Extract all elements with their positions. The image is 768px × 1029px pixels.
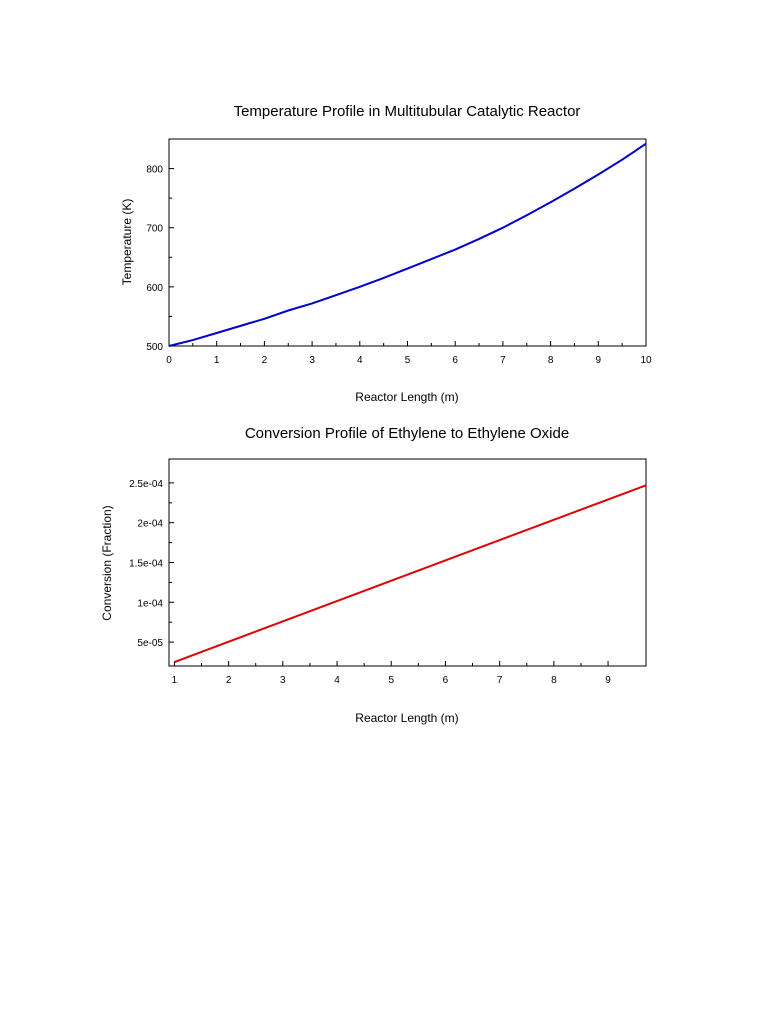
- x-tick-label: 4: [334, 675, 340, 686]
- x-tick-label: 9: [596, 355, 602, 366]
- temperature-chart: Temperature Profile in Multitubular Cata…: [120, 103, 652, 404]
- y-tick-label: 2e-04: [137, 519, 163, 530]
- x-tick-label: 3: [280, 675, 286, 686]
- conversion-series-line: [174, 484, 647, 663]
- x-tick-label: 10: [640, 355, 652, 366]
- plot-frame: [168, 138, 647, 347]
- y-tick-label: 800: [146, 165, 163, 176]
- x-tick-label: 0: [166, 355, 172, 366]
- x-tick-label: 5: [388, 675, 394, 686]
- x-axis-label: Reactor Length (m): [355, 711, 458, 725]
- y-axis-ticks: 500 600 700 800: [146, 165, 174, 353]
- y-tick-label: 1e-04: [137, 598, 163, 609]
- x-tick-label: 7: [497, 675, 503, 686]
- y-tick-label: 2.5e-04: [129, 479, 163, 490]
- y-tick-label: 600: [146, 283, 163, 294]
- x-tick-label: 8: [551, 675, 557, 686]
- x-axis-label: Reactor Length (m): [355, 390, 458, 404]
- x-tick-label: 6: [443, 675, 449, 686]
- temperature-series-line: [168, 142, 647, 347]
- conversion-chart: Conversion Profile of Ethylene to Ethyle…: [100, 425, 647, 725]
- y-axis-ticks: 5e-05 1e-04 1.5e-04 2e-04 2.5e-04: [129, 479, 174, 649]
- x-axis-ticks: 0 1 2 3 4 5 6 7 8 9 10: [166, 341, 652, 366]
- x-tick-label: 2: [226, 675, 232, 686]
- y-axis-label: Temperature (K): [120, 199, 134, 286]
- y-tick-label: 5e-05: [137, 638, 163, 649]
- x-tick-label: 5: [405, 355, 411, 366]
- x-tick-label: 3: [309, 355, 315, 366]
- chart-title: Conversion Profile of Ethylene to Ethyle…: [245, 425, 569, 442]
- y-tick-label: 1.5e-04: [129, 559, 163, 570]
- x-tick-label: 6: [452, 355, 458, 366]
- x-tick-label: 1: [214, 355, 220, 366]
- y-tick-label: 700: [146, 224, 163, 235]
- x-axis-ticks: 1 2 3 4 5 6 7 8 9: [172, 661, 611, 686]
- y-axis-label: Conversion (Fraction): [100, 505, 114, 620]
- y-tick-label: 500: [146, 342, 163, 353]
- chart-title: Temperature Profile in Multitubular Cata…: [234, 103, 581, 120]
- x-tick-label: 7: [500, 355, 506, 366]
- plot-frame: [168, 458, 647, 667]
- x-tick-label: 9: [605, 675, 611, 686]
- x-tick-label: 4: [357, 355, 363, 366]
- x-tick-label: 8: [548, 355, 554, 366]
- x-tick-label: 1: [172, 675, 178, 686]
- x-tick-label: 2: [262, 355, 268, 366]
